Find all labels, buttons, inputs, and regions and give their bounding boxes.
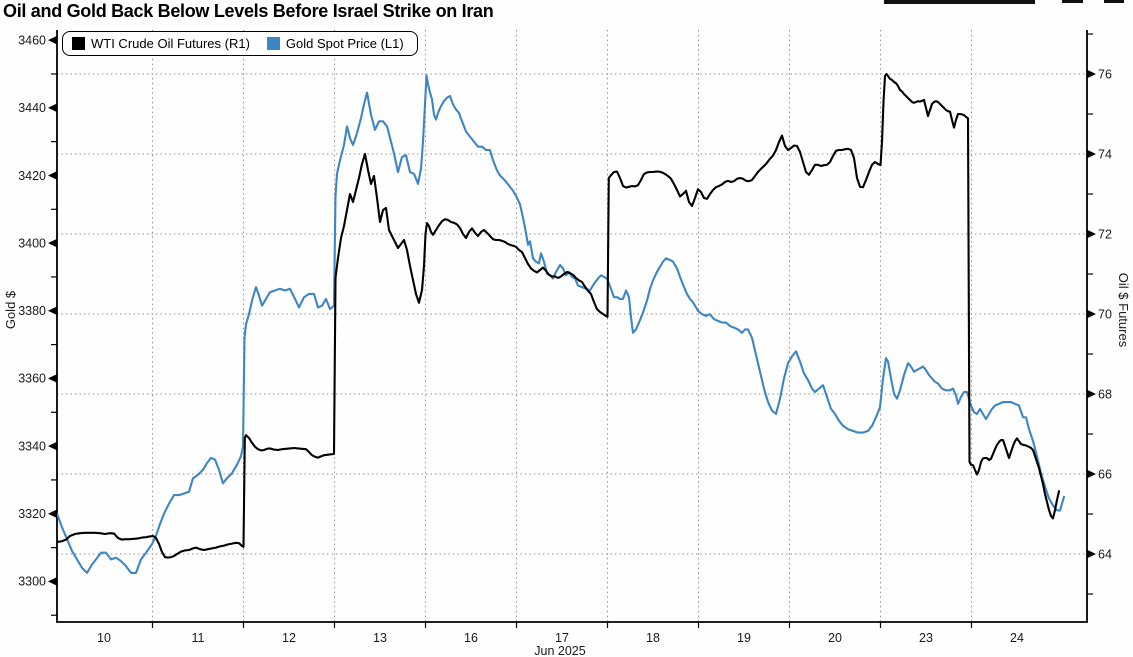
gold-axis-tick-label: 3340 — [18, 439, 46, 453]
axis-lines — [56, 30, 1088, 623]
right-tick-arrow-icon — [1087, 149, 1096, 159]
oil-axis-tick-label: 66 — [1098, 467, 1112, 481]
legend-label-wti: WTI Crude Oil Futures (R1) — [91, 36, 250, 51]
legend-item-gold: Gold Spot Price (L1) — [266, 36, 404, 51]
oil-axis-tick-label: 76 — [1098, 67, 1112, 81]
left-tick-arrow-icon — [48, 577, 57, 586]
left-tick-arrow-icon — [48, 306, 57, 316]
axis-ticks-and-labels: 3300 3320 3340 3360 3380 3400 3420 3440 3460 64 66… — [3, 33, 1131, 657]
x-axis-day-label: 19 — [737, 631, 751, 645]
left-tick-arrow-icon — [48, 171, 57, 180]
x-axis-day-label: 17 — [555, 631, 569, 645]
x-axis-day-label: 16 — [464, 631, 478, 645]
x-axis-day-label: 18 — [646, 631, 660, 645]
page-title: Oil and Gold Back Below Levels Before Is… — [3, 1, 494, 21]
legend: WTI Crude Oil Futures (R1) Gold Spot Pri… — [62, 31, 418, 56]
gold-axis-tick-label: 3320 — [18, 507, 46, 521]
left-tick-arrow-icon — [48, 374, 57, 383]
oil-axis-tick-label: 72 — [1098, 227, 1112, 241]
oil-axis-tick-label: 64 — [1098, 547, 1112, 561]
x-axis-day-label: 12 — [282, 631, 296, 645]
gold-axis-tick-label: 3420 — [18, 169, 46, 183]
cropped-toolbar-artifact — [1104, 0, 1124, 3]
left-tick-arrow-icon — [48, 238, 57, 248]
x-axis-day-label: 13 — [373, 631, 387, 645]
legend-label-gold: Gold Spot Price (L1) — [285, 36, 404, 51]
gold-axis-title: Gold $ — [3, 290, 18, 329]
wti-series-swatch-icon — [72, 37, 85, 50]
left-tick-arrow-icon — [48, 35, 57, 45]
right-tick-arrow-icon — [1087, 469, 1096, 479]
left-tick-arrow-icon — [48, 441, 57, 451]
wti-crude-oil-line — [55, 72, 1061, 559]
vertical-gridlines — [152, 30, 972, 622]
x-axis-day-label: 24 — [1010, 631, 1024, 645]
gold-axis-tick-label: 3440 — [18, 101, 46, 115]
right-tick-arrow-icon — [1087, 389, 1096, 399]
cropped-toolbar-artifact — [884, 0, 1035, 4]
series-lines — [55, 72, 1066, 574]
gold-axis-tick-label: 3300 — [18, 575, 46, 589]
legend-item-wti: WTI Crude Oil Futures (R1) — [72, 36, 250, 51]
right-tick-arrow-icon — [1087, 229, 1096, 239]
x-axis-month-label: Jun 2025 — [534, 644, 585, 657]
oil-axis-tick-label: 74 — [1098, 147, 1112, 161]
gold-axis-tick-label: 3380 — [18, 304, 46, 318]
x-axis-day-label: 20 — [828, 631, 842, 645]
right-tick-arrow-icon — [1087, 549, 1096, 559]
oil-axis-tick-label: 70 — [1098, 307, 1112, 321]
horizontal-gridlines — [57, 73, 1087, 555]
gold-spot-price-line — [55, 74, 1066, 574]
left-tick-arrow-icon — [48, 103, 57, 113]
gold-axis-tick-label: 3400 — [18, 236, 46, 250]
x-axis-day-label: 11 — [192, 631, 205, 645]
right-tick-arrow-icon — [1087, 69, 1096, 79]
gold-axis-tick-label: 3360 — [18, 372, 46, 386]
oil-axis-title: Oil $ Futures — [1116, 273, 1131, 348]
oil-axis-tick-label: 68 — [1098, 387, 1112, 401]
x-axis-day-label: 23 — [919, 631, 933, 645]
left-tick-arrow-icon — [48, 509, 57, 519]
right-tick-arrow-icon — [1087, 309, 1096, 319]
gold-series-swatch-icon — [266, 37, 280, 50]
x-axis-day-label: 10 — [97, 631, 111, 645]
gold-axis-tick-label: 3460 — [18, 33, 46, 47]
cropped-toolbar-artifact — [1062, 0, 1083, 3]
